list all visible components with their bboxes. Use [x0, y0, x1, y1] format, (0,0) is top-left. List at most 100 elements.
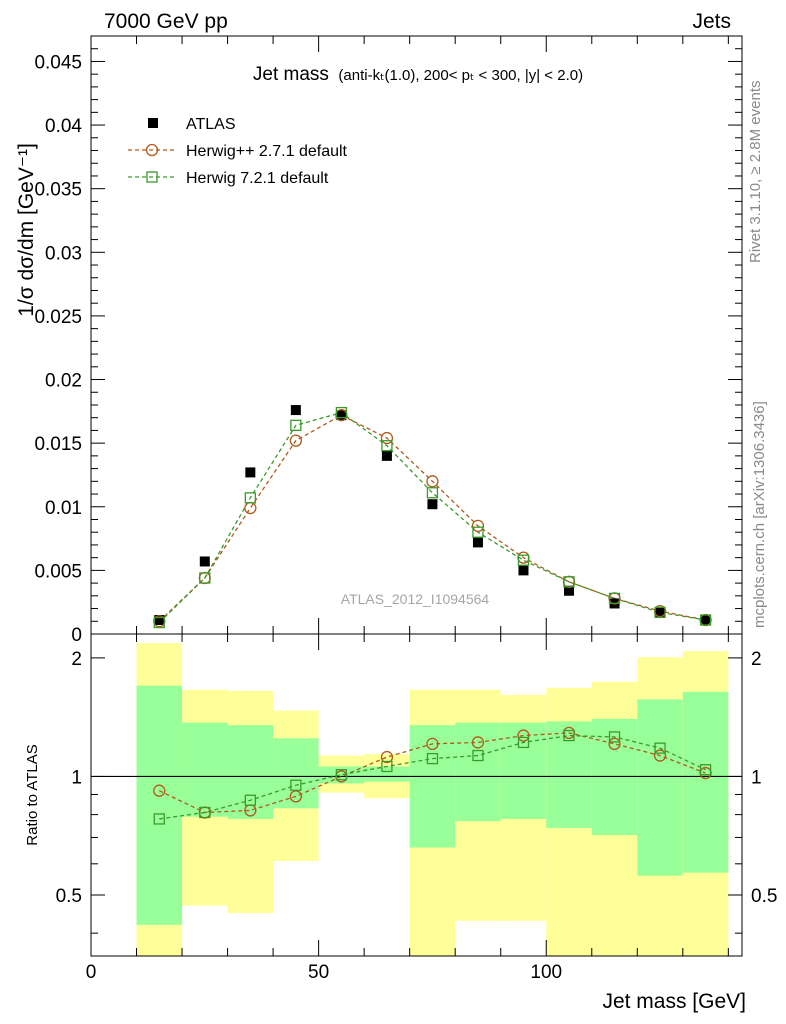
header-left: 7000 GeV pp [104, 10, 228, 33]
main-y-tick-label: 0.04 [45, 116, 82, 137]
atlas-point [564, 585, 575, 596]
main-series [153, 405, 712, 629]
ratio-ticks [90, 634, 742, 956]
ratio-bands [91, 643, 742, 956]
atlas-point [154, 615, 165, 626]
herwig7-point [472, 526, 484, 538]
ratio-y-tick-label: 2 [71, 649, 82, 670]
atlas-point [199, 556, 210, 567]
ratio-line-herwig7 [159, 734, 706, 820]
chart-title-detail: (anti-kₜ(1.0), 200< pₜ < 300, |y| < 2.0) [338, 67, 583, 84]
main-y-tick-label: 0.03 [45, 243, 82, 264]
ratio-herwigpp-point [426, 737, 439, 750]
herwig7-point [654, 606, 666, 619]
legend-marker-herwig7 [146, 171, 158, 183]
legend-entry-atlas: ATLAS [148, 116, 236, 133]
herwig7-point [381, 440, 393, 452]
band-inner [455, 722, 501, 822]
herwig7-point [290, 419, 302, 431]
chart-title-main: Jet mass [253, 64, 329, 85]
x-axis-label: Jet mass [GeV] [602, 990, 746, 1013]
main-panel: 0 0.005 0.01 0.015 0.02 0.025 0.03 0.035 0.04 0.0… [15, 35, 743, 646]
ratio-herwig7-point [563, 729, 575, 742]
atlas-point [290, 405, 301, 416]
main-ticks [90, 35, 742, 635]
chart-title: Jet mass (anti-kₜ(1.0), 200< pₜ < 300, |… [253, 64, 583, 85]
main-y-axis-label: 1/σ dσ/dm [GeV⁻¹] [15, 143, 38, 317]
ratio-herwig7-point [608, 731, 621, 743]
ratio-herwig7-point [381, 760, 393, 773]
herwig7-point [699, 614, 712, 626]
atlas-point [700, 615, 711, 626]
ratio-herwigpp-point [153, 784, 166, 797]
x-tick-label: 0 [86, 962, 97, 983]
herwig7-point [199, 572, 211, 584]
band-inner [136, 685, 183, 925]
herwigpp-point [471, 519, 485, 533]
main-y-tick-label: 0.005 [34, 561, 82, 582]
ratio-y-tick-label: 0.5 [56, 886, 82, 907]
ratio-y-axis-label: Ratio to ATLAS [24, 744, 41, 845]
x-tick-label: 100 [530, 962, 562, 983]
ratio-herwig7-point [199, 806, 211, 819]
legend-label-herwigpp: Herwig++ 2.7.1 default [186, 143, 348, 160]
ratio-herwig7-point [335, 769, 348, 781]
atlas-point [427, 499, 438, 510]
rivet-label: Rivet 3.1.10, ≥ 2.8M events [747, 81, 764, 264]
band-inner [227, 725, 274, 819]
atlas-point [472, 537, 483, 548]
legend-marker-herwigpp [145, 143, 159, 157]
ratio-y-tick-labels: 0.5 0.5 1 1 2 2 [56, 649, 778, 907]
atlas-point [655, 607, 666, 618]
legend: ATLAS Herwig++ 2.7.1 default Herwig 7.2.… [128, 116, 348, 187]
legend-marker-atlas [148, 118, 158, 128]
herwigpp-point [244, 501, 257, 515]
ratio-herwigpp-point [517, 729, 530, 742]
ratio-herwig7-point [517, 736, 530, 749]
herwig7-point [153, 616, 165, 629]
x-tick-labels: 0 50 100 [86, 962, 562, 983]
atlas-point [245, 467, 256, 478]
band-inner [500, 722, 547, 819]
main-y-tick-label: 0.035 [34, 180, 82, 201]
legend-label-atlas: ATLAS [186, 116, 236, 133]
herwig7-point [563, 576, 575, 588]
ratio-herwig7-point [153, 813, 165, 825]
ratio-herwig7-point [290, 779, 302, 791]
ratio-herwig7-point [472, 749, 484, 762]
band-inner [409, 725, 456, 848]
herwig7-point [517, 554, 530, 566]
ratio-herwigpp-point [380, 750, 394, 764]
atlas-point [381, 450, 392, 461]
band-inner [182, 722, 228, 817]
ratio-y-tick-label-right: 2 [751, 649, 762, 670]
herwigpp-point [426, 475, 439, 488]
band-inner [318, 766, 365, 784]
herwig7-point [244, 492, 256, 504]
ratio-herwig7-point [699, 764, 712, 776]
atlas-point [518, 565, 529, 576]
main-y-tick-label: 0.025 [34, 307, 82, 328]
herwigpp-point [380, 431, 394, 445]
herwig7-point [335, 406, 348, 419]
ratio-herwigpp-point [471, 736, 485, 749]
main-y-tick-labels: 0 0.005 0.01 0.015 0.02 0.025 0.03 0.035 0.04 0.0… [34, 52, 82, 646]
ratio-y-tick-label-right: 0.5 [751, 886, 777, 907]
band-inner [546, 721, 592, 828]
ratio-herwig7-point [244, 794, 256, 806]
main-y-tick-label: 0.045 [34, 52, 82, 73]
ratio-herwigpp-point [653, 749, 667, 762]
analysis-watermark: ATLAS_2012_I1094564 [341, 591, 490, 607]
mcplots-label: mcplots.cern.ch [arXiv:1306.3436] [751, 401, 768, 628]
ratio-herwig7-point [654, 742, 666, 754]
main-y-tick-label: 0 [71, 625, 82, 646]
ratio-herwigpp-point [289, 790, 303, 803]
herwig7-point [426, 487, 439, 499]
ratio-herwigpp-point [608, 737, 621, 750]
herwig7-point [608, 592, 621, 605]
ratio-y-tick-label: 1 [71, 767, 82, 788]
header-right: Jets [692, 10, 731, 33]
ratio-frame [90, 633, 743, 957]
band-inner [637, 699, 683, 876]
